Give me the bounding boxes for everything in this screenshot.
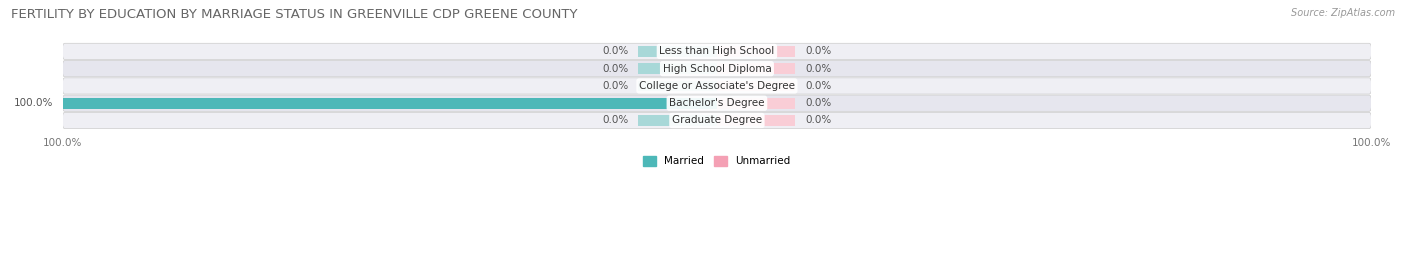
- Bar: [638, 115, 717, 126]
- Bar: [717, 46, 796, 57]
- Text: 0.0%: 0.0%: [806, 98, 831, 108]
- Text: Less than High School: Less than High School: [659, 46, 775, 56]
- Text: 0.0%: 0.0%: [602, 46, 628, 56]
- Bar: [62, 98, 717, 109]
- Text: 0.0%: 0.0%: [602, 81, 628, 91]
- Bar: [638, 81, 717, 91]
- FancyBboxPatch shape: [62, 95, 1371, 111]
- Text: 0.0%: 0.0%: [602, 115, 628, 125]
- Text: 0.0%: 0.0%: [806, 81, 831, 91]
- Text: 0.0%: 0.0%: [806, 64, 831, 74]
- Text: 100.0%: 100.0%: [13, 98, 53, 108]
- Bar: [638, 46, 717, 57]
- Text: 0.0%: 0.0%: [806, 46, 831, 56]
- Text: High School Diploma: High School Diploma: [662, 64, 772, 74]
- Text: 0.0%: 0.0%: [602, 64, 628, 74]
- Text: College or Associate's Degree: College or Associate's Degree: [638, 81, 794, 91]
- Text: Source: ZipAtlas.com: Source: ZipAtlas.com: [1291, 8, 1395, 18]
- Bar: [717, 63, 796, 74]
- Text: 0.0%: 0.0%: [806, 115, 831, 125]
- Bar: [717, 115, 796, 126]
- Text: Graduate Degree: Graduate Degree: [672, 115, 762, 125]
- Bar: [717, 98, 796, 109]
- Text: FERTILITY BY EDUCATION BY MARRIAGE STATUS IN GREENVILLE CDP GREENE COUNTY: FERTILITY BY EDUCATION BY MARRIAGE STATU…: [11, 8, 578, 21]
- Text: Bachelor's Degree: Bachelor's Degree: [669, 98, 765, 108]
- Legend: Married, Unmarried: Married, Unmarried: [640, 152, 794, 171]
- Bar: [638, 98, 717, 109]
- FancyBboxPatch shape: [62, 43, 1371, 59]
- FancyBboxPatch shape: [62, 112, 1371, 129]
- FancyBboxPatch shape: [62, 78, 1371, 94]
- Bar: [717, 81, 796, 91]
- Bar: [638, 63, 717, 74]
- FancyBboxPatch shape: [62, 61, 1371, 77]
